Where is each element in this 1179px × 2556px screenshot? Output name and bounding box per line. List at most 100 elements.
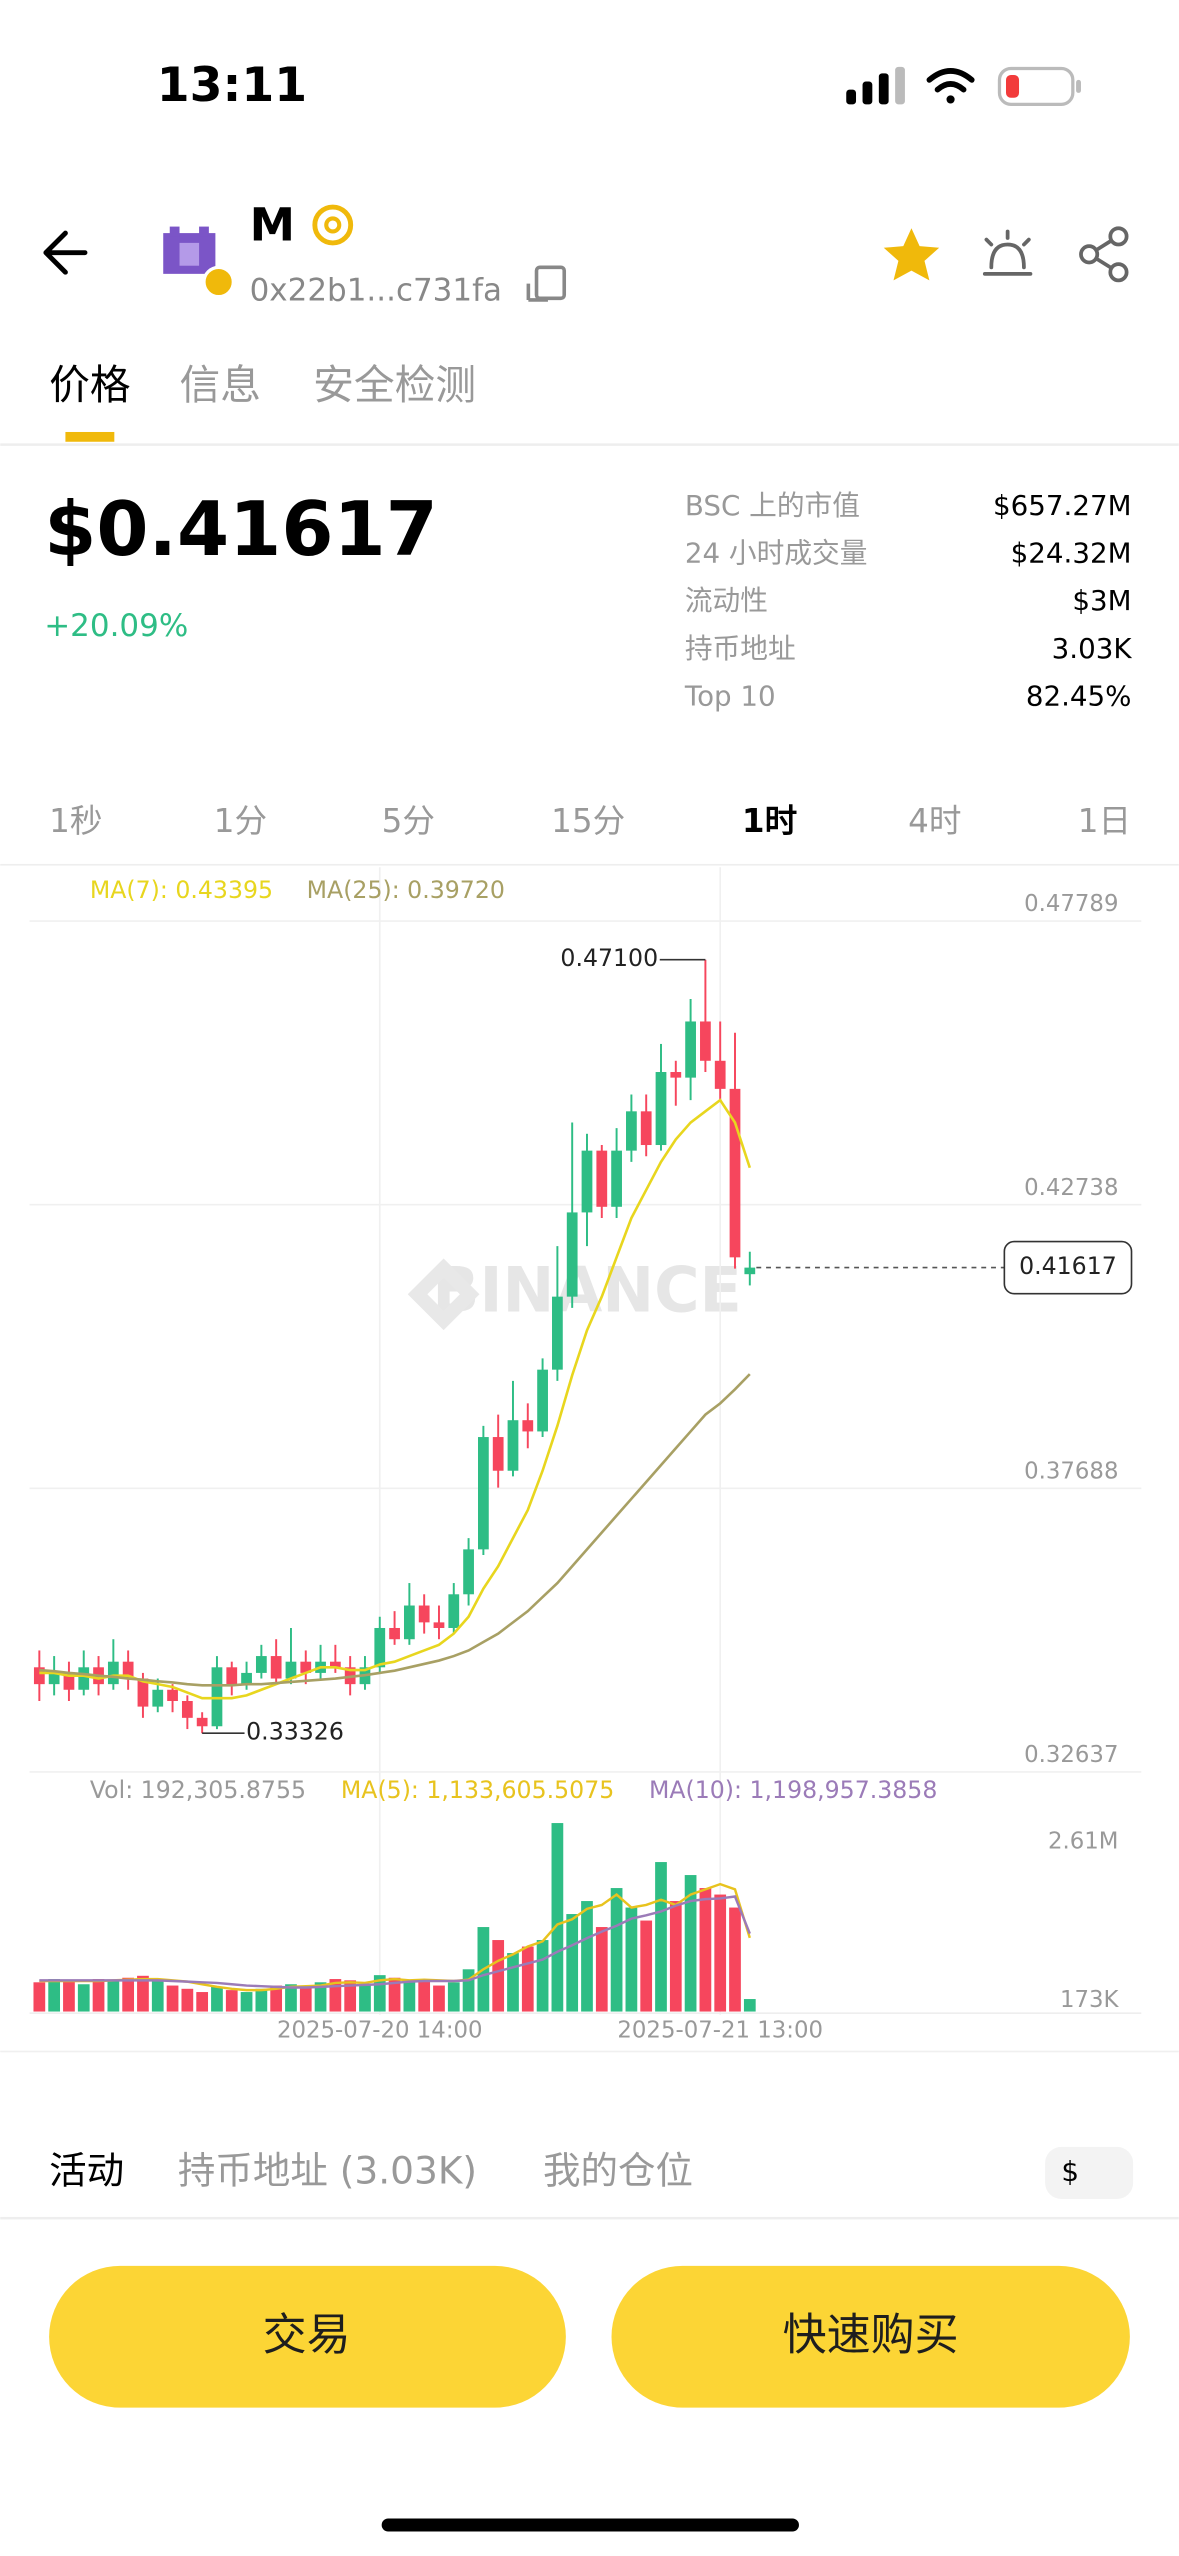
candle-body bbox=[492, 1437, 504, 1471]
divider bbox=[0, 2216, 1179, 2220]
volume-bar bbox=[403, 1982, 416, 2012]
stat-value: 3.03K bbox=[1052, 632, 1133, 665]
currency-toggle[interactable] bbox=[1045, 2146, 1134, 2200]
volume-bar bbox=[640, 1920, 653, 2012]
volume-bar bbox=[521, 1946, 534, 2012]
volume-bar bbox=[433, 1985, 445, 2012]
volume-bar bbox=[492, 1940, 505, 2012]
tab-indicator bbox=[65, 431, 115, 442]
stat-label: Top 10 bbox=[684, 679, 776, 712]
candle-body bbox=[537, 1369, 548, 1432]
favorite-button[interactable] bbox=[883, 228, 940, 281]
ma-legend: MA(25): 0.39720 bbox=[307, 876, 505, 904]
candle-body bbox=[403, 1605, 415, 1640]
x-tick-label: 2025-07-20 14:00 bbox=[277, 2018, 483, 2044]
volume-bar bbox=[240, 1992, 253, 2012]
x-tick-label: 2025-07-21 13:00 bbox=[617, 2018, 823, 2044]
bottom-tab[interactable]: 活动 bbox=[49, 2148, 124, 2192]
volume-ma-legend: MA(5): 1,133,605.5075 bbox=[341, 1776, 614, 1804]
bottom-tab[interactable]: 持币地址 (3.03K) bbox=[178, 2148, 477, 2192]
volume-bar bbox=[151, 1980, 164, 2012]
tab[interactable]: 安全检测 bbox=[313, 361, 476, 409]
candle-body bbox=[48, 1672, 60, 1685]
volume-bar bbox=[566, 1914, 579, 2012]
candle-body bbox=[463, 1549, 474, 1595]
candle-body bbox=[448, 1594, 460, 1628]
button-label: 交易 bbox=[263, 2310, 351, 2361]
volume-bar bbox=[536, 1940, 549, 2012]
divider bbox=[0, 863, 1179, 866]
volume-bar bbox=[255, 1988, 268, 2012]
copy-button[interactable] bbox=[526, 265, 567, 302]
bottom-tab[interactable]: 我的仓位 bbox=[543, 2148, 693, 2192]
volume-bar bbox=[655, 1862, 667, 2012]
ma-line bbox=[39, 1098, 752, 1700]
candle-body bbox=[241, 1672, 252, 1685]
candle-body bbox=[285, 1661, 297, 1679]
candle-body bbox=[714, 1060, 726, 1089]
volume-bar bbox=[166, 1985, 179, 2012]
y-tick-label: 0.42738 bbox=[1024, 1175, 1118, 1201]
candle-body bbox=[611, 1150, 622, 1207]
timeframe-tab[interactable]: 1分 bbox=[214, 802, 267, 840]
candle-body bbox=[270, 1656, 282, 1679]
volume-bar bbox=[196, 1992, 209, 2012]
watermark-logo bbox=[407, 1258, 480, 1331]
candle-body bbox=[137, 1678, 149, 1707]
timeframe-tab[interactable]: 15分 bbox=[551, 802, 625, 840]
tab[interactable]: 信息 bbox=[180, 361, 262, 409]
token-address: 0x22b1...c731fa bbox=[250, 272, 502, 308]
volume-bar bbox=[373, 1975, 386, 2012]
candle-body bbox=[478, 1437, 489, 1550]
candle-body bbox=[389, 1627, 400, 1640]
volume-bar bbox=[551, 1823, 564, 2012]
back-button[interactable] bbox=[43, 230, 88, 275]
timeframe-tab[interactable]: 4时 bbox=[908, 802, 961, 840]
candle-body bbox=[196, 1717, 208, 1727]
alert-button[interactable] bbox=[982, 229, 1033, 276]
candle-body bbox=[700, 1021, 711, 1061]
stat-label: 24 小时成交量 bbox=[685, 537, 868, 570]
timeframe-tab[interactable]: 5分 bbox=[382, 802, 435, 840]
volume-tick-label: 2.61M bbox=[1048, 1828, 1118, 1854]
tab[interactable]: 价格 bbox=[49, 361, 131, 409]
volume-ma-legend: MA(10): 1,198,957.3858 bbox=[649, 1776, 937, 1804]
candle-body bbox=[566, 1212, 578, 1297]
candle-body bbox=[685, 1021, 696, 1078]
trade-button[interactable] bbox=[49, 2265, 566, 2408]
candle-body bbox=[78, 1667, 90, 1690]
high-label: 0.47100 bbox=[560, 944, 658, 972]
volume-bar bbox=[610, 1888, 623, 2012]
timeframe-tab[interactable]: 1时 bbox=[742, 802, 797, 840]
volume-bar bbox=[181, 1988, 194, 2012]
share-button[interactable] bbox=[1079, 226, 1129, 283]
ma-legend: MA(7): 0.43395 bbox=[90, 876, 273, 904]
volume-bar bbox=[344, 1980, 357, 2012]
volume-bar bbox=[77, 1984, 90, 2012]
quick-buy-button[interactable] bbox=[611, 2265, 1130, 2408]
candle-body bbox=[374, 1627, 386, 1668]
home-indicator bbox=[381, 2518, 799, 2532]
volume-ma-line bbox=[39, 1882, 751, 1992]
token-symbol: M bbox=[250, 199, 295, 252]
volume-bar bbox=[507, 1953, 519, 2012]
volume-bar bbox=[225, 1990, 238, 2012]
ma-line bbox=[39, 1373, 751, 1687]
candle-body bbox=[729, 1088, 741, 1258]
volume-bar bbox=[447, 1982, 460, 2012]
volume-bar bbox=[743, 1999, 756, 2012]
timeframe-tab[interactable]: 1秒 bbox=[49, 802, 102, 840]
candle-body bbox=[33, 1667, 45, 1685]
signal-icon bbox=[846, 66, 905, 105]
timeframe-tab[interactable]: 1日 bbox=[1078, 802, 1131, 840]
volume-bar bbox=[329, 1979, 342, 2012]
y-tick-label: 0.32637 bbox=[1024, 1742, 1118, 1768]
candle-body bbox=[226, 1667, 238, 1685]
volume-bar bbox=[270, 1985, 283, 2012]
candle-body bbox=[300, 1661, 312, 1673]
token-icon bbox=[163, 226, 235, 299]
last-price-box bbox=[1003, 1240, 1133, 1295]
wifi-icon bbox=[926, 68, 975, 104]
